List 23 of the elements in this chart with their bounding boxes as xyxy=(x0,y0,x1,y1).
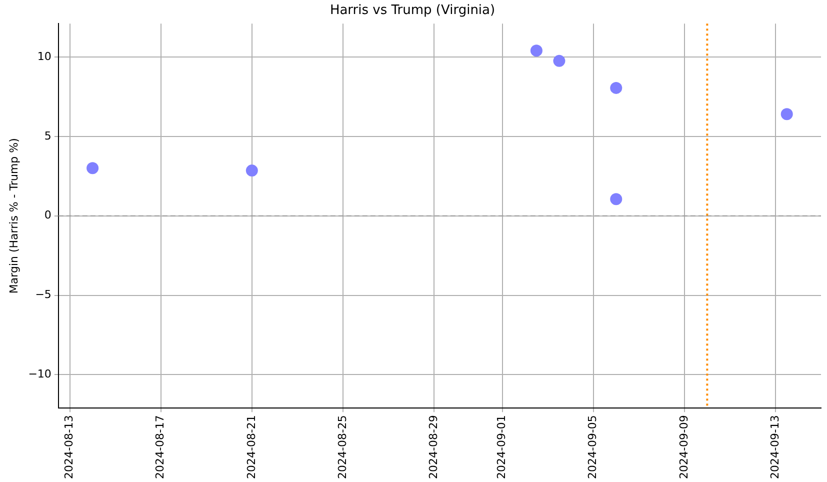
point xyxy=(780,108,793,120)
x-tick-label: 2024-08-21 xyxy=(244,415,258,480)
y-tick-label: 10 xyxy=(37,50,52,63)
x-tick-label: 2024-08-29 xyxy=(426,415,440,480)
point xyxy=(86,162,99,174)
point xyxy=(553,54,566,67)
point xyxy=(610,193,622,206)
point xyxy=(530,44,542,57)
x-tick-label: 2024-09-13 xyxy=(768,415,782,480)
x-tick-label: 2024-08-13 xyxy=(62,415,76,480)
y-tick-label: 0 xyxy=(44,208,52,222)
x-tick-label: 2024-08-25 xyxy=(336,415,349,480)
point xyxy=(610,82,622,94)
y-tick-label: −5 xyxy=(35,288,52,302)
x-tick-label: 2024-09-09 xyxy=(677,415,690,480)
x-tick-label: 2024-08-17 xyxy=(154,415,167,480)
y-tick-label: −10 xyxy=(28,368,52,381)
x-tick-label: 2024-09-01 xyxy=(495,415,508,480)
x-tick-label: 2024-09-05 xyxy=(586,415,600,480)
point xyxy=(246,164,258,177)
y-tick-label: 5 xyxy=(44,129,52,142)
chart-title: Harris vs Trump (Virginia) xyxy=(330,3,496,18)
y-axis-title: Margin (Harris % - Trump %) xyxy=(7,138,20,294)
